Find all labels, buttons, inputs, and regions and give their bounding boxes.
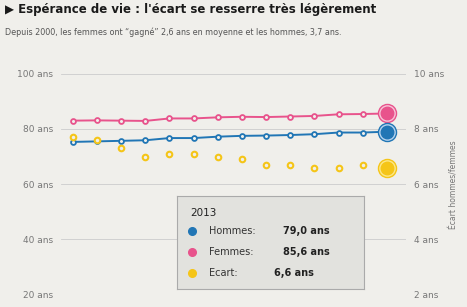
Text: ▶ Espérance de vie : l'écart se resserre très légèrement: ▶ Espérance de vie : l'écart se resserre… bbox=[5, 3, 376, 16]
Text: 85,6 ans: 85,6 ans bbox=[283, 247, 330, 257]
Text: 6,6 ans: 6,6 ans bbox=[274, 268, 314, 278]
Text: 79,0 ans: 79,0 ans bbox=[283, 226, 330, 235]
Text: Hommes:: Hommes: bbox=[209, 226, 259, 235]
Text: 2013: 2013 bbox=[191, 208, 217, 219]
Text: Ecart:: Ecart: bbox=[209, 268, 241, 278]
Text: Depuis 2000, les femmes ont “gagné” 2,6 ans en moyenne et les hommes, 3,7 ans.: Depuis 2000, les femmes ont “gagné” 2,6 … bbox=[5, 28, 341, 37]
Text: Femmes:: Femmes: bbox=[209, 247, 257, 257]
Y-axis label: Écart hommes/femmes: Écart hommes/femmes bbox=[450, 140, 459, 228]
